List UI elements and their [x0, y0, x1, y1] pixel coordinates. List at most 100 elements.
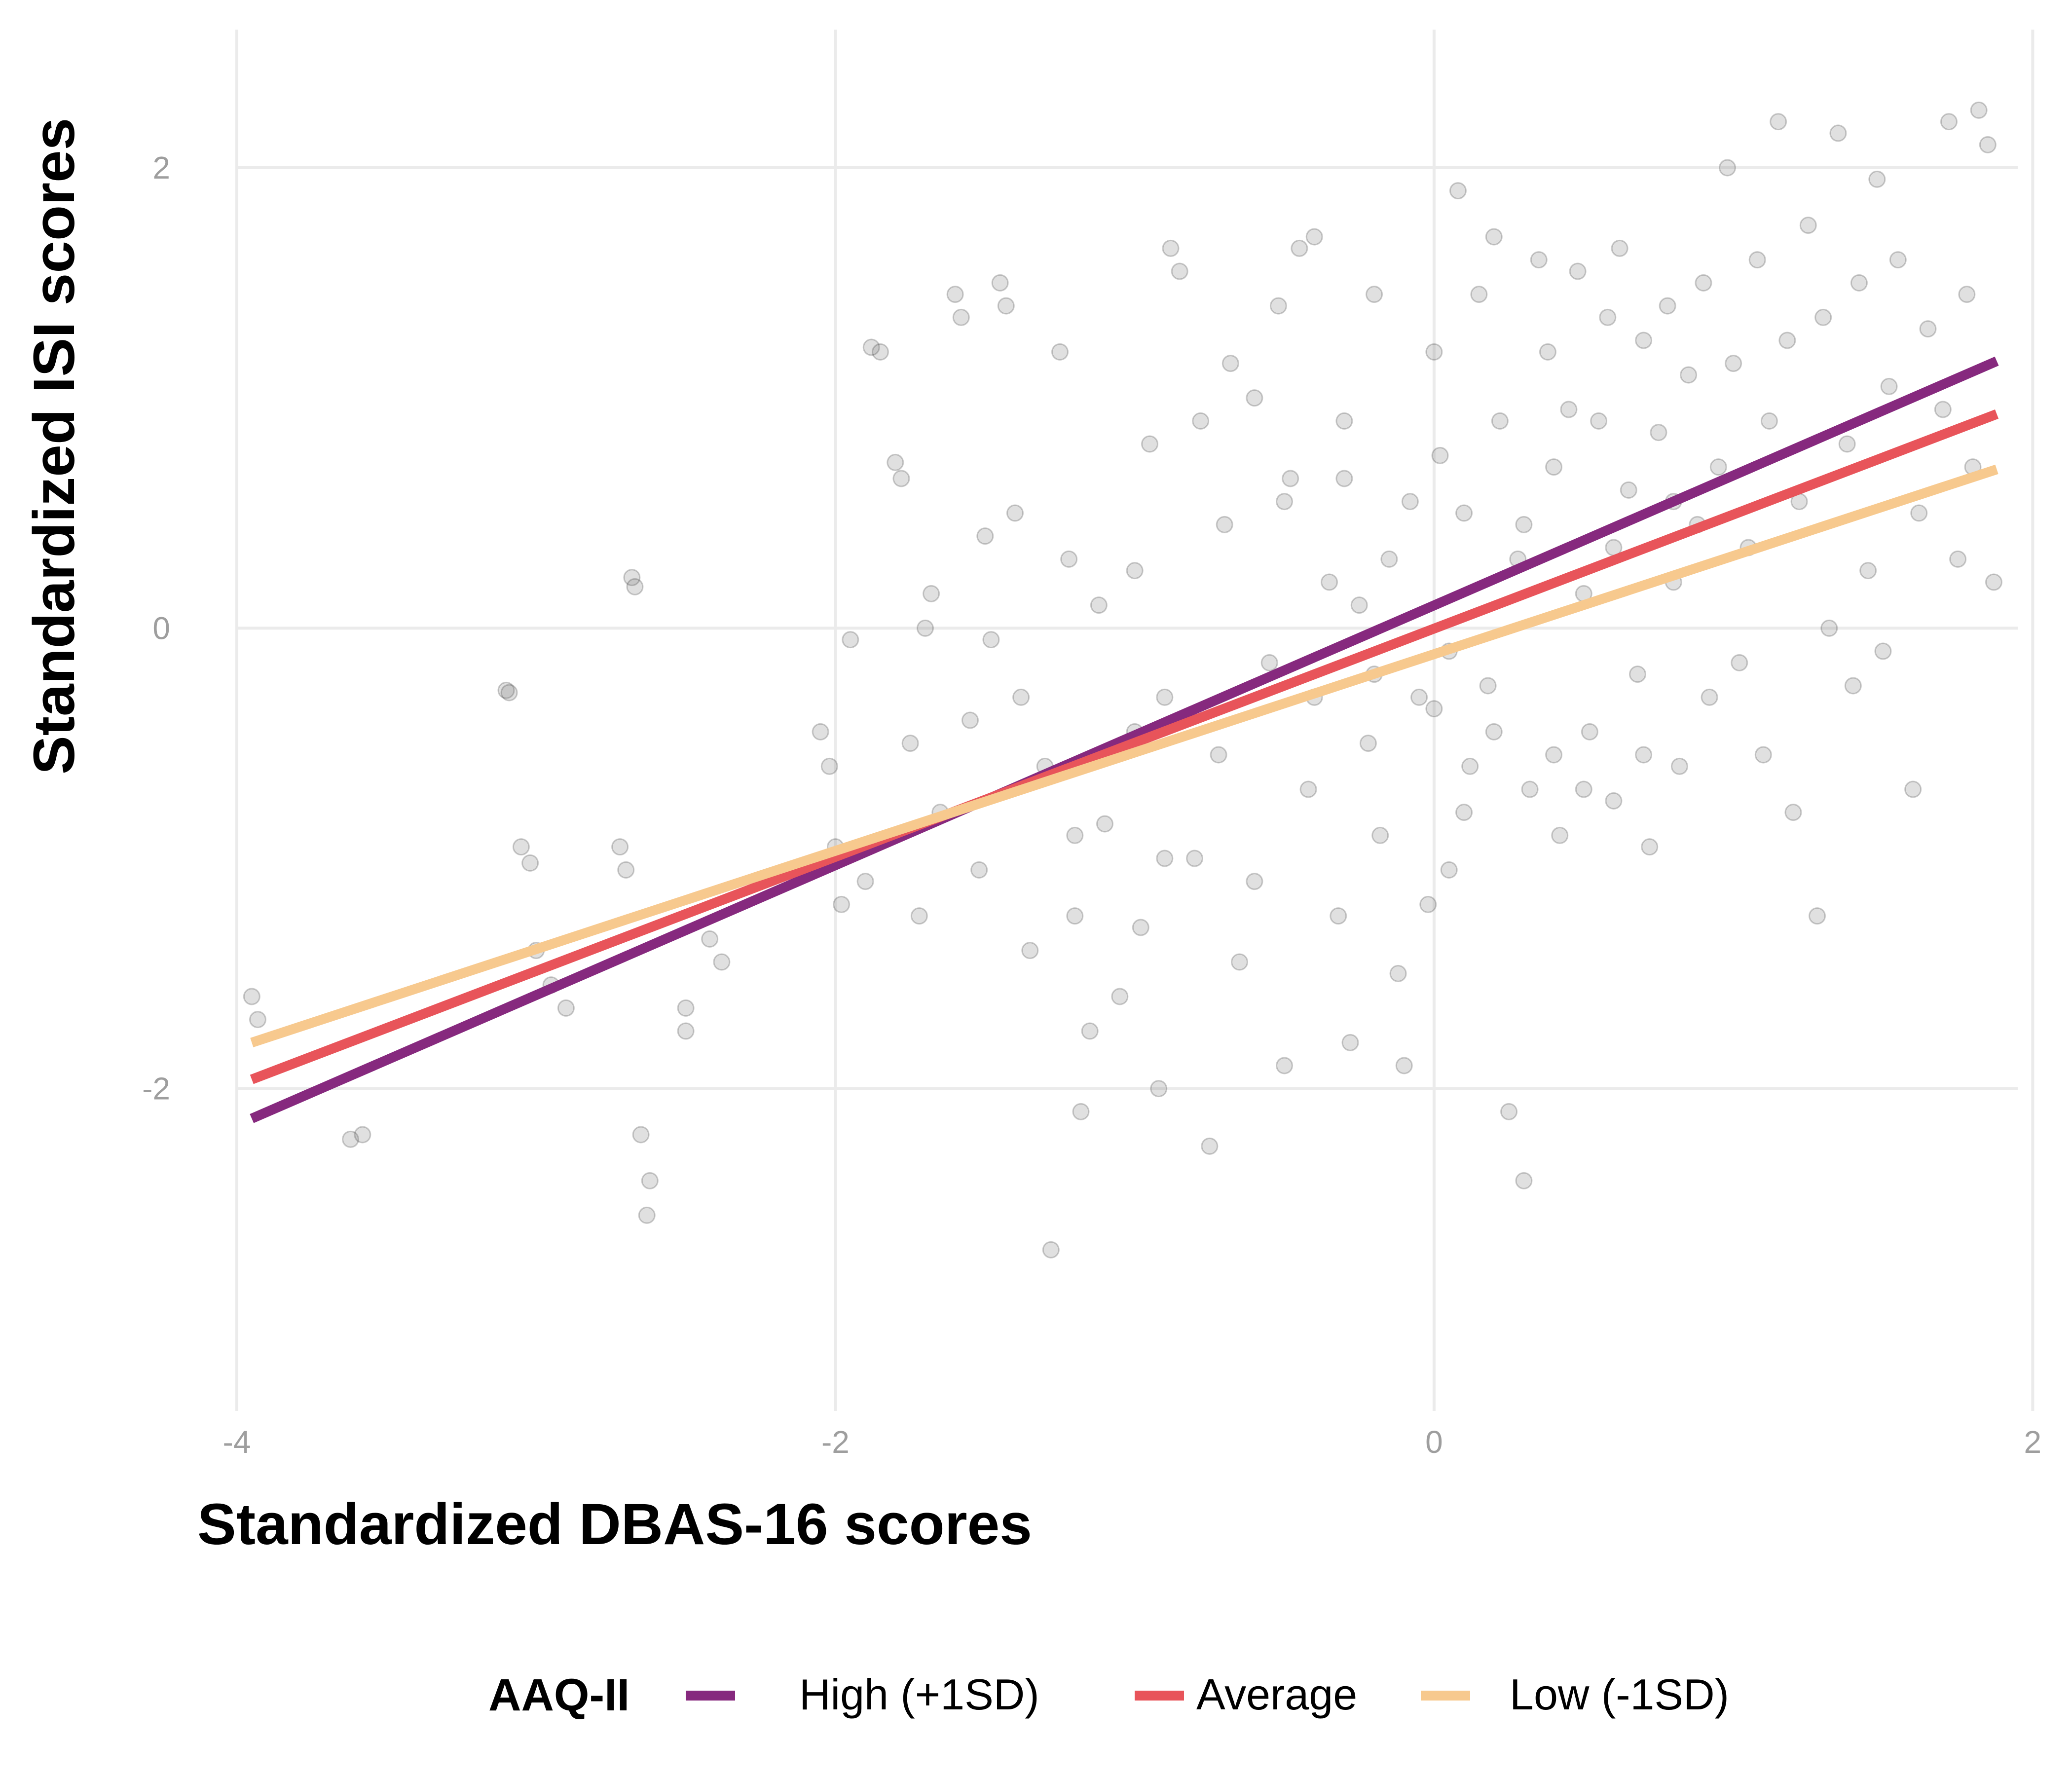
data-point	[611, 838, 629, 856]
data-point	[1449, 182, 1467, 200]
data-point	[249, 1011, 266, 1029]
data-point	[1299, 780, 1317, 798]
data-point	[1359, 735, 1377, 752]
data-point	[1162, 239, 1180, 257]
data-point	[1635, 332, 1653, 349]
data-point	[1695, 274, 1712, 292]
data-point	[626, 578, 644, 595]
data-point	[1126, 562, 1144, 580]
data-point	[1335, 412, 1353, 430]
data-point	[1521, 780, 1539, 798]
data-point	[991, 274, 1009, 292]
data-point	[871, 343, 889, 361]
data-point	[1868, 170, 1886, 188]
data-point	[1940, 113, 1958, 131]
data-point	[1096, 815, 1113, 833]
data-point	[961, 711, 979, 729]
data-point	[1210, 746, 1227, 764]
data-point	[982, 631, 1000, 649]
data-point	[1874, 642, 1892, 660]
data-point	[1725, 355, 1742, 372]
data-point	[1628, 666, 1646, 683]
data-point	[1269, 297, 1287, 315]
data-point	[1760, 412, 1778, 430]
data-point	[1341, 1034, 1359, 1051]
data-point	[1051, 343, 1069, 361]
legend-label: Average	[1196, 1670, 1357, 1719]
data-point	[497, 681, 515, 699]
data-point	[1784, 804, 1802, 821]
data-point	[1330, 907, 1347, 925]
data-point	[892, 470, 910, 487]
data-point	[1844, 677, 1862, 695]
data-point	[1401, 493, 1419, 511]
data-point	[1820, 619, 1838, 637]
data-point	[1455, 504, 1473, 522]
data-point	[1090, 596, 1108, 614]
data-point	[1731, 654, 1748, 671]
data-point	[1371, 826, 1389, 844]
data-point	[1171, 262, 1188, 280]
data-point	[910, 907, 928, 925]
x-axis-title: Standardized DBAS-16 scores	[197, 1492, 1032, 1557]
data-point	[1754, 746, 1772, 764]
series-line	[250, 356, 1999, 1123]
data-point	[1156, 688, 1174, 706]
data-point	[1748, 251, 1766, 269]
data-point	[1060, 550, 1078, 568]
data-point	[1709, 458, 1727, 476]
data-point	[1231, 953, 1249, 971]
data-point	[1581, 723, 1598, 740]
data-point	[1515, 516, 1533, 533]
legend-entries: High (+1SD) Average Low (-1SD)	[686, 1670, 1729, 1719]
series-line	[250, 464, 1998, 1047]
data-point	[521, 854, 539, 872]
data-point	[1470, 286, 1488, 303]
data-point	[1491, 412, 1509, 430]
data-point	[1701, 688, 1718, 706]
data-point	[1919, 320, 1937, 338]
data-point	[1560, 401, 1578, 418]
data-point	[243, 988, 260, 1005]
data-point	[856, 873, 874, 890]
data-point	[1829, 124, 1847, 142]
data-point	[1066, 826, 1084, 844]
data-point	[1545, 746, 1563, 764]
data-point	[677, 1022, 695, 1040]
data-point	[1150, 1080, 1168, 1098]
data-point	[1291, 239, 1308, 257]
data-point	[1569, 262, 1587, 280]
data-point	[1246, 873, 1263, 890]
data-point	[833, 895, 851, 913]
data-point	[1440, 861, 1458, 879]
data-point	[1551, 826, 1569, 844]
data-point	[557, 999, 575, 1017]
data-point	[952, 308, 970, 326]
data-point	[1321, 573, 1338, 591]
legend-label: High (+1SD)	[799, 1670, 1039, 1719]
data-point	[1111, 988, 1129, 1005]
data-point	[1850, 274, 1868, 292]
data-point	[1216, 516, 1233, 533]
data-point	[1958, 286, 1976, 303]
data-point	[1221, 355, 1239, 372]
grid-lines	[235, 30, 2035, 1411]
data-point	[1838, 435, 1856, 453]
data-point	[342, 1130, 360, 1148]
data-point	[1479, 677, 1497, 695]
data-point	[1545, 458, 1563, 476]
data-point	[1718, 159, 1736, 177]
data-point	[976, 527, 994, 545]
legend-title: AAQ-II	[488, 1670, 629, 1720]
legend: AAQ-II High (+1SD) Average Low (-1SD)	[488, 1670, 1729, 1720]
data-point	[1425, 343, 1443, 361]
data-point	[1500, 1103, 1518, 1120]
data-point	[1335, 470, 1353, 487]
data-point	[1186, 850, 1204, 867]
legend-label: Low (-1SD)	[1510, 1670, 1729, 1719]
data-point	[1515, 1172, 1533, 1189]
data-point	[862, 338, 880, 356]
data-point	[1366, 286, 1383, 303]
data-point	[1979, 136, 1997, 153]
data-point	[1641, 838, 1659, 856]
